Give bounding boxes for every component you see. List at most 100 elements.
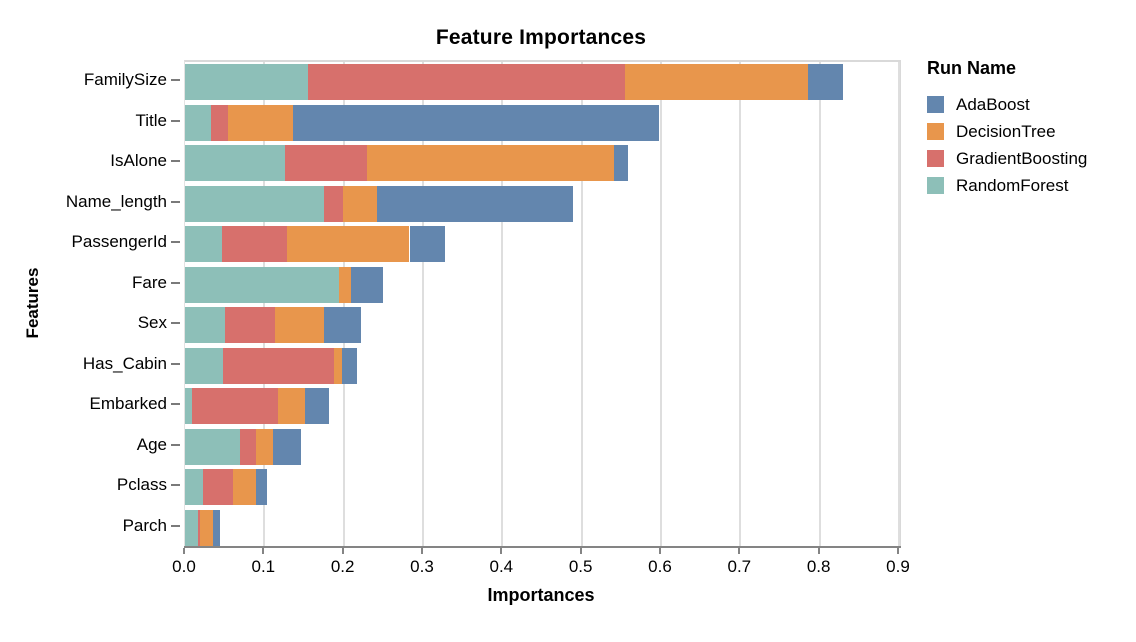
bar-row — [185, 145, 899, 182]
legend-swatch-randomforest — [927, 177, 944, 194]
bar-segment-randomforest — [185, 347, 224, 384]
bar-segment-randomforest — [185, 307, 225, 344]
legend-item: DecisionTree — [927, 118, 1087, 145]
bar-segment-adaboost — [212, 509, 220, 546]
bar-segment-decisiontree — [366, 145, 615, 182]
bar-row — [185, 509, 899, 546]
bar-segment-adaboost — [409, 226, 446, 263]
x-tick-label: 0.0 — [172, 557, 196, 576]
bar-segment-gradientboosting — [224, 307, 276, 344]
x-tick-mark — [579, 548, 582, 554]
x-tick-label: 0.5 — [568, 557, 593, 576]
y-tick-mark — [171, 362, 180, 365]
bar-segment-decisiontree — [200, 509, 213, 546]
bar-segment-gradientboosting — [192, 388, 278, 425]
x-tick-label: 0.3 — [410, 557, 434, 576]
chart-title: Feature Importances — [435, 26, 647, 49]
x-tick-label: 0.2 — [330, 557, 355, 576]
x-axis-line — [184, 546, 901, 548]
x-tick-mark — [183, 548, 185, 554]
bar-segment-randomforest — [185, 266, 339, 303]
x-axis: 0.0 0.1 0.2 0.3 0.4 0.5 0.6 0.7 0.8 0.9 — [172, 548, 910, 588]
bar-segment-randomforest — [185, 509, 198, 546]
gridline — [342, 62, 345, 548]
bar-row — [185, 185, 899, 222]
x-tick-label: 0.7 — [727, 557, 752, 576]
legend-label: RandomForest — [956, 175, 1069, 195]
bar-segment-gradientboosting — [284, 145, 367, 182]
bar-segment-gradientboosting — [239, 428, 256, 465]
y-tick-mark — [171, 403, 180, 406]
bar-row — [185, 104, 899, 141]
y-tick-label: FamilySize — [83, 70, 167, 90]
y-tick-mark — [171, 484, 180, 487]
gridline — [818, 62, 821, 548]
bar-segment-adaboost — [342, 347, 358, 384]
y-tick-mark — [171, 160, 180, 163]
bar-segment-adaboost — [255, 469, 267, 506]
bar-segment-decisiontree — [277, 388, 305, 425]
x-tick-mark — [500, 548, 503, 554]
legend-swatch-decisiontree — [927, 123, 944, 140]
x-tick-mark — [421, 548, 423, 554]
x-tick-label: 0.4 — [489, 557, 514, 576]
plot-area — [184, 60, 901, 548]
bar-row — [185, 388, 899, 425]
y-tick-label: IsAlone — [110, 151, 167, 171]
bar-segment-decisiontree — [286, 226, 410, 263]
y-tick-label: Name_length — [65, 191, 167, 211]
gridline — [898, 62, 900, 548]
legend-label: DecisionTree — [956, 121, 1056, 141]
y-tick-mark — [171, 524, 180, 527]
y-tick-mark — [171, 322, 180, 325]
gridline — [580, 62, 583, 548]
legend-title: Run Name — [927, 58, 1017, 78]
y-tick-label: PassengerId — [71, 232, 167, 252]
gridline — [422, 62, 424, 548]
x-tick-mark — [341, 548, 344, 554]
y-tick-label: Embarked — [89, 394, 167, 414]
y-tick-mark — [171, 241, 180, 244]
x-tick-mark — [659, 548, 661, 554]
x-tick-mark — [738, 548, 741, 554]
bar-row — [185, 307, 899, 344]
bar-segment-adaboost — [292, 104, 659, 141]
bar-segment-adaboost — [376, 185, 573, 222]
bar-segment-randomforest — [185, 145, 285, 182]
legend-item: GradientBoosting — [927, 145, 1087, 172]
x-tick-label: 0.8 — [806, 557, 831, 576]
x-tick-mark — [897, 548, 899, 554]
y-tick-label: Parch — [122, 515, 167, 535]
y-tick-mark — [171, 443, 180, 446]
bar-segment-gradientboosting — [203, 469, 233, 506]
x-tick-mark — [817, 548, 820, 554]
bars-layer — [185, 62, 899, 548]
y-tick-label: Sex — [137, 313, 167, 333]
y-tick-mark — [171, 281, 180, 284]
bar-segment-adaboost — [304, 388, 329, 425]
legend-swatch-adaboost — [927, 96, 944, 113]
bar-row — [185, 428, 899, 465]
x-tick-label: 0.6 — [648, 557, 672, 576]
y-tick-mark — [171, 200, 180, 203]
gridline — [501, 62, 504, 548]
bar-segment-decisiontree — [232, 469, 256, 506]
bar-segment-decisiontree — [255, 428, 274, 465]
legend-items: AdaBoost DecisionTree GradientBoosting Rand… — [927, 91, 1087, 199]
x-tick-label: 0.1 — [251, 557, 276, 576]
bar-segment-gradientboosting — [323, 185, 343, 222]
x-axis-title: Importances — [487, 585, 595, 605]
bar-segment-adaboost — [807, 64, 844, 101]
gridline — [660, 62, 662, 548]
bar-segment-decisiontree — [338, 266, 351, 303]
bar-segment-randomforest — [185, 469, 204, 506]
x-tick-label: 0.9 — [886, 557, 910, 576]
y-tick-mark — [171, 119, 180, 122]
bar-segment-gradientboosting — [197, 509, 201, 546]
gridline — [263, 62, 266, 548]
bar-segment-randomforest — [185, 388, 193, 425]
legend-item: RandomForest — [927, 172, 1087, 199]
y-tick-mark — [171, 79, 180, 82]
bar-segment-randomforest — [185, 64, 308, 101]
bar-segment-randomforest — [185, 226, 223, 263]
